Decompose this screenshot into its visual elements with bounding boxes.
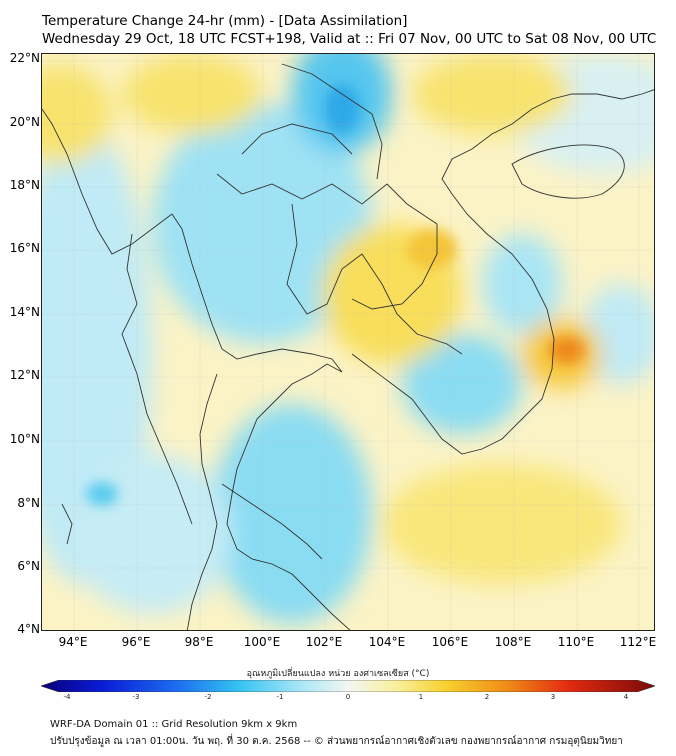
title-line: Temperature Change 24-hr (mm) - [Data As…: [42, 13, 408, 29]
x-tick-label: 112°E: [619, 635, 657, 649]
x-tick-label: 102°E: [305, 635, 343, 649]
y-tick-label: 6°N: [17, 559, 40, 573]
y-tick-label: 12°N: [9, 368, 40, 382]
colorbar-tick: 0: [345, 693, 351, 701]
colorbar-fill: [41, 680, 655, 692]
x-tick-label: 96°E: [121, 635, 151, 649]
temperature-field: [42, 54, 654, 630]
y-tick-label: 14°N: [9, 305, 40, 319]
colorbar-tick: -1: [276, 693, 284, 701]
chart-title: Temperature Change 24-hr (mm) - [Data As…: [42, 12, 656, 48]
subtitle-line: Wednesday 29 Oct, 18 UTC FCST+198, Valid…: [42, 31, 657, 47]
x-tick-label: 100°E: [243, 635, 281, 649]
y-tick-label: 20°N: [9, 115, 40, 129]
temperature-field-map: [42, 54, 654, 630]
x-tick-label: 108°E: [494, 635, 532, 649]
x-tick-label: 94°E: [58, 635, 88, 649]
x-tick-label: 98°E: [184, 635, 214, 649]
colorbar-tick: 1: [418, 693, 424, 701]
colorbar-tick: -3: [132, 693, 140, 701]
x-tick-label: 104°E: [368, 635, 406, 649]
y-tick-label: 16°N: [9, 241, 40, 255]
map-panel: [41, 53, 655, 631]
colorbar-title: อุณหภูมิเปลี่ยนแปลง หน่วย องศาเซลเซียส (…: [246, 669, 430, 679]
colorbar-tick: -2: [204, 693, 212, 701]
colorbar-tick: 4: [623, 693, 629, 701]
y-tick-label: 10°N: [9, 432, 40, 446]
colorbar-tick: 3: [550, 693, 556, 701]
coastlines-borders: [42, 63, 654, 630]
colorbar-tick: 2: [484, 693, 490, 701]
footer-line-2: ปรับปรุงข้อมูล ณ เวลา 01:00น. วัน พฤ. ที…: [50, 736, 623, 747]
x-tick-label: 106°E: [431, 635, 469, 649]
colorbar: [41, 680, 655, 692]
y-tick-label: 8°N: [17, 496, 40, 510]
x-tick-label: 110°E: [557, 635, 595, 649]
colorbar-tick: -4: [63, 693, 71, 701]
y-tick-label: 4°N: [17, 622, 40, 636]
y-tick-label: 22°N: [9, 51, 40, 65]
footer-line-1: WRF-DA Domain 01 :: Grid Resolution 9km …: [50, 719, 298, 730]
y-tick-label: 18°N: [9, 178, 40, 192]
